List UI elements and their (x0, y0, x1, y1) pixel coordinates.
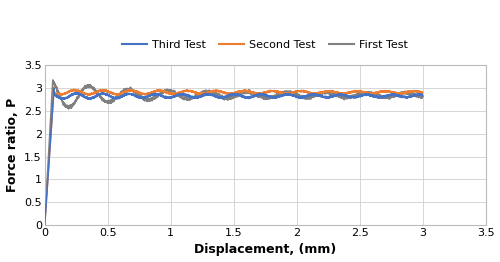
Second Test (420, 91, 426, 94)
Line: Second Test: Second Test (44, 87, 422, 225)
Legend: Third Test, Second Test, First Test: Third Test, Second Test, First Test (118, 36, 412, 55)
Second Test (204, 92, 210, 95)
Second Test (316, 91, 322, 95)
First Test (42, 223, 48, 227)
Third Test (408, 92, 414, 95)
Y-axis label: Force ratio, P: Force ratio, P (6, 98, 18, 192)
Second Test (390, 91, 396, 94)
First Test (390, 93, 396, 96)
Second Test (222, 91, 228, 95)
Second Test (42, 223, 48, 227)
Third Test (204, 91, 210, 94)
Line: First Test: First Test (44, 88, 422, 225)
Second Test (51, 86, 57, 89)
Third Test (222, 97, 228, 100)
First Test (200, 94, 206, 97)
Line: Third Test: Third Test (44, 80, 422, 225)
Third Test (42, 223, 48, 227)
First Test (408, 95, 414, 98)
Third Test (200, 91, 206, 94)
Third Test (316, 92, 322, 95)
Second Test (408, 91, 414, 94)
X-axis label: Displacement, (mm): Displacement, (mm) (194, 243, 336, 256)
First Test (51, 87, 57, 90)
First Test (316, 94, 322, 97)
First Test (420, 94, 426, 97)
First Test (204, 92, 210, 96)
Second Test (200, 92, 206, 96)
Third Test (50, 78, 56, 81)
Third Test (420, 95, 426, 98)
Third Test (390, 94, 396, 97)
First Test (222, 95, 228, 98)
